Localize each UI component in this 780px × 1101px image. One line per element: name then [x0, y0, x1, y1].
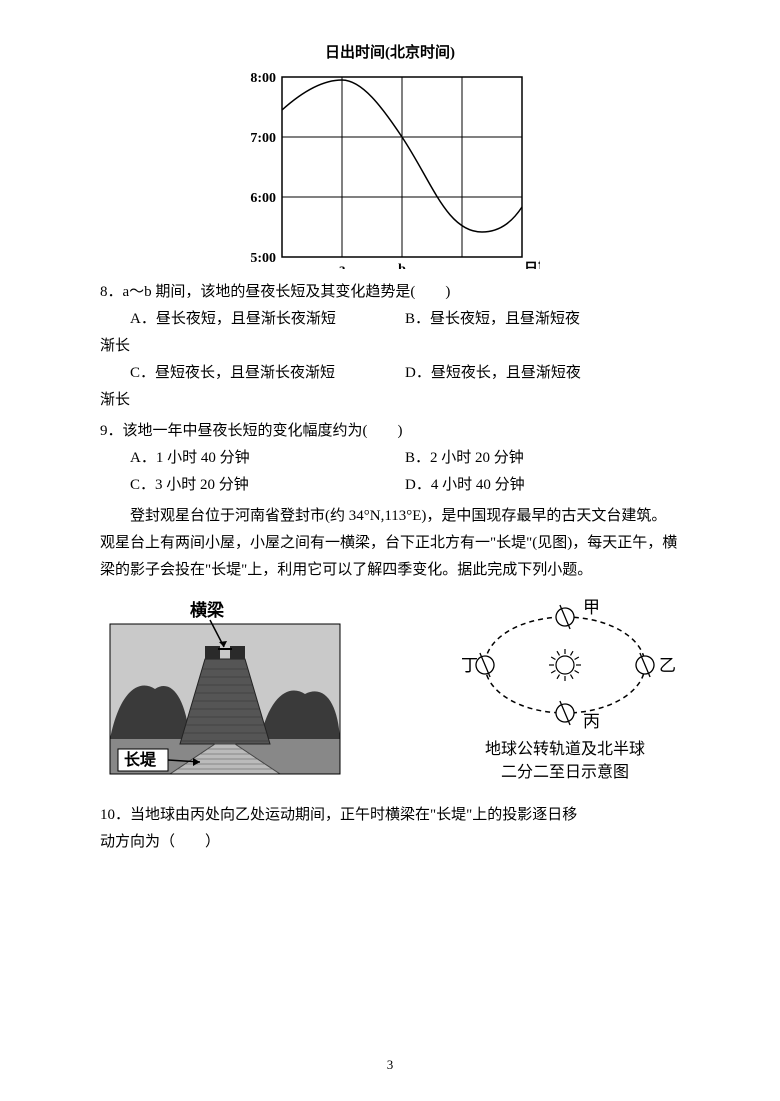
orbit-svg: 甲乙丙 丁 — [450, 595, 680, 735]
observatory-figure: 横梁长堤 — [100, 594, 350, 784]
q8-option-b: B．昼长夜短，且昼渐短夜 — [405, 306, 680, 333]
svg-text:长堤: 长堤 — [124, 750, 157, 769]
svg-text:8:00: 8:00 — [250, 71, 276, 86]
svg-text:丁: 丁 — [461, 656, 478, 675]
sunrise-chart: 8:00 7:00 6:00 5:00 a b 日期 — [240, 69, 540, 269]
q9-option-b: B．2 小时 20 分钟 — [405, 445, 680, 472]
q8-option-c: C．昼短夜长，且昼渐长夜渐短 — [100, 360, 405, 387]
q9-option-c: C．3 小时 20 分钟 — [100, 472, 405, 499]
q8-option-d-cont: 渐长 — [100, 387, 680, 414]
svg-text:6:00: 6:00 — [250, 191, 276, 206]
observatory-svg: 横梁长堤 — [100, 594, 350, 784]
orbit-caption-1: 地球公转轨道及北半球 — [450, 739, 680, 761]
svg-text:横梁: 横梁 — [190, 600, 225, 620]
svg-text:b: b — [398, 262, 406, 269]
question-10: 10．当地球由丙处向乙处运动期间，正午时横梁在"长堤"上的投影逐日移 动方向为（… — [100, 802, 680, 856]
chart-title: 日出时间(北京时间) — [100, 40, 680, 67]
question-8: 8．a～b 期间，该地的昼夜长短及其变化趋势是( ) A．昼长夜短，且昼渐长夜渐… — [100, 279, 680, 414]
orbit-figure: 甲乙丙 丁 地球公转轨道及北半球 二分二至日示意图 — [450, 595, 680, 784]
svg-text:乙: 乙 — [659, 656, 676, 675]
svg-text:丙: 丙 — [583, 712, 600, 731]
q8-option-b-cont: 渐长 — [100, 333, 680, 360]
q9-option-a: A．1 小时 40 分钟 — [100, 445, 405, 472]
sunrise-chart-wrap: 日出时间(北京时间) 8:00 7:00 6:00 5:00 a b 日期 — [100, 40, 680, 269]
svg-text:日期: 日期 — [524, 261, 540, 269]
svg-text:甲: 甲 — [583, 598, 600, 617]
question-9: 9．该地一年中昼夜长短的变化幅度约为( ) A．1 小时 40 分钟 B．2 小… — [100, 418, 680, 499]
figures-row: 横梁长堤 甲乙丙 丁 地球公转轨道及北半球 二分二至日示意图 — [100, 594, 680, 784]
q10-stem-1: 10．当地球由丙处向乙处运动期间，正午时横梁在"长堤"上的投影逐日移 — [100, 802, 680, 829]
svg-text:5:00: 5:00 — [250, 251, 276, 266]
q8-stem: 8．a～b 期间，该地的昼夜长短及其变化趋势是( ) — [100, 279, 680, 306]
q10-stem-2: 动方向为（ ） — [100, 829, 680, 856]
svg-text:7:00: 7:00 — [250, 131, 276, 146]
q9-option-d: D．4 小时 40 分钟 — [405, 472, 680, 499]
q8-option-a: A．昼长夜短，且昼渐长夜渐短 — [100, 306, 405, 333]
q8-option-d: D．昼短夜长，且昼渐短夜 — [405, 360, 680, 387]
passage-2: 登封观星台位于河南省登封市(约 34°N,113°E)，是中国现存最早的古天文台… — [100, 503, 680, 584]
q9-stem: 9．该地一年中昼夜长短的变化幅度约为( ) — [100, 418, 680, 445]
page-number: 3 — [0, 1053, 780, 1076]
svg-text:a: a — [339, 262, 346, 269]
orbit-caption-2: 二分二至日示意图 — [450, 762, 680, 784]
